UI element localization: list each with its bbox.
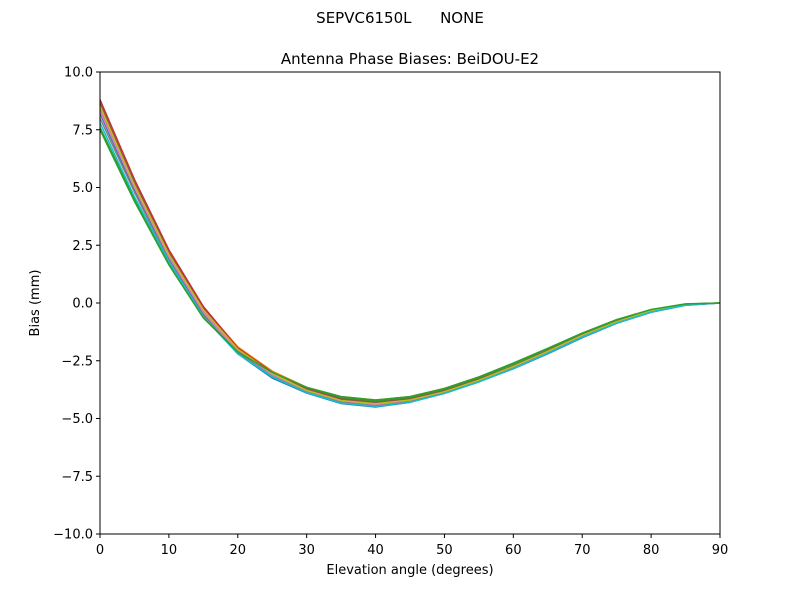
series-line-9 <box>99 106 721 405</box>
y-tick-label: 2.5 <box>72 239 93 254</box>
x-tick-label: 80 <box>643 543 660 558</box>
series-line-8 <box>99 117 721 407</box>
x-axis-label: Elevation angle (degrees) <box>326 563 493 578</box>
series-layer <box>99 99 721 408</box>
figure-suptitle: SEPVC6150L NONE <box>316 9 484 27</box>
x-tick-label: 0 <box>96 543 104 558</box>
y-tick-label: 0.0 <box>72 297 93 312</box>
series-line-6 <box>99 101 721 404</box>
series-line-11 <box>99 129 721 401</box>
x-axis: 0 10 20 30 40 50 60 70 80 90 <box>96 534 728 558</box>
x-tick-label: 70 <box>574 543 591 558</box>
series-line-10 <box>99 122 721 408</box>
series-line-3 <box>99 127 721 402</box>
x-tick-label: 20 <box>230 543 247 558</box>
series-line-2 <box>99 104 721 401</box>
y-tick-label: 7.5 <box>72 123 93 138</box>
chart-title: Antenna Phase Biases: BeiDOU-E2 <box>281 50 539 68</box>
y-tick-label: −7.5 <box>61 470 93 485</box>
y-tick-label: −10.0 <box>53 528 93 543</box>
x-tick-label: 90 <box>712 543 729 558</box>
x-tick-label: 50 <box>436 543 453 558</box>
x-tick-label: 30 <box>298 543 315 558</box>
series-line-1 <box>99 113 721 408</box>
y-axis: −10.0 −7.5 −5.0 −2.5 0.0 2.5 5.0 7.5 10.0 <box>53 66 100 543</box>
y-axis-label: Bias (mm) <box>28 270 43 337</box>
x-tick-label: 60 <box>505 543 522 558</box>
y-tick-label: 10.0 <box>64 66 93 81</box>
series-line-7 <box>99 110 721 406</box>
x-tick-label: 10 <box>161 543 178 558</box>
series-line-5 <box>99 108 721 406</box>
x-tick-label: 40 <box>367 543 384 558</box>
series-line-4 <box>99 99 721 405</box>
y-tick-label: 5.0 <box>72 181 93 196</box>
y-tick-label: −5.0 <box>61 412 93 427</box>
y-tick-label: −2.5 <box>61 354 93 369</box>
